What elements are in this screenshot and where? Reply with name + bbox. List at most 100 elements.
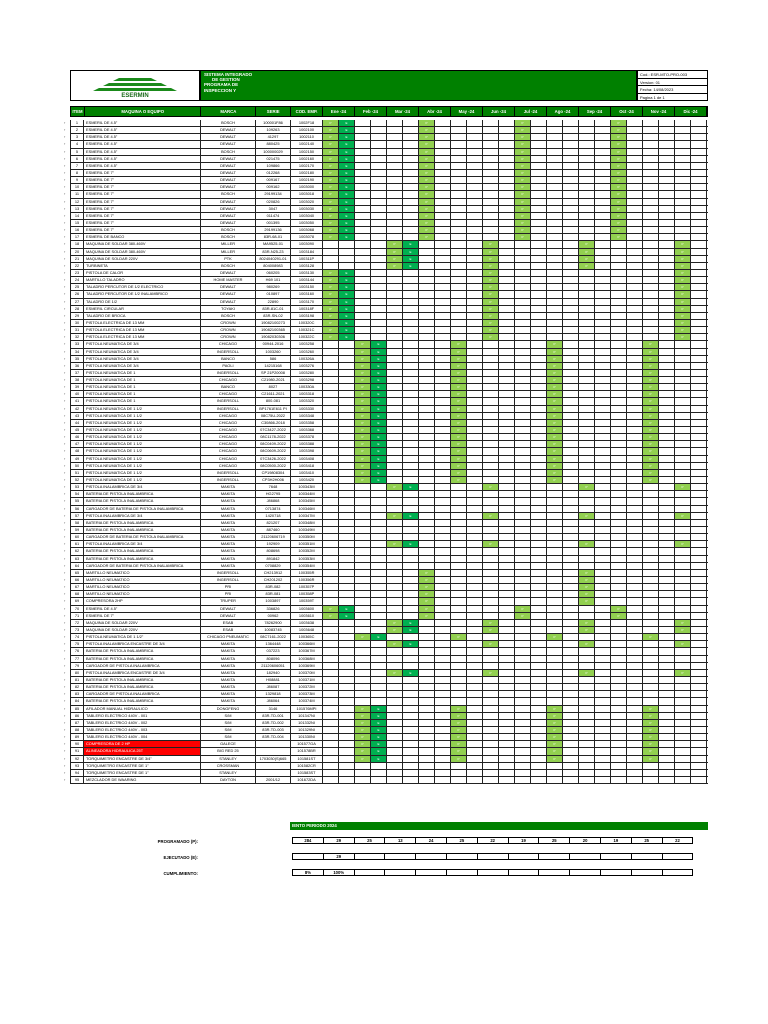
schedule-cell[interactable] xyxy=(339,769,355,776)
executed-cell[interactable]: E xyxy=(371,634,387,641)
schedule-cell[interactable] xyxy=(499,120,515,127)
schedule-cell[interactable] xyxy=(595,769,611,776)
schedule-cell[interactable] xyxy=(659,198,675,205)
schedule-cell[interactable] xyxy=(323,391,339,398)
schedule-cell[interactable] xyxy=(451,619,467,626)
schedule-cell[interactable] xyxy=(387,719,403,726)
schedule-cell[interactable] xyxy=(691,248,707,255)
schedule-cell[interactable] xyxy=(339,734,355,741)
schedule-cell[interactable] xyxy=(355,612,371,619)
schedule-cell[interactable] xyxy=(371,669,387,676)
schedule-cell[interactable] xyxy=(643,641,659,648)
schedule-cell[interactable] xyxy=(515,698,531,705)
planned-cell[interactable]: P xyxy=(419,569,435,576)
schedule-cell[interactable] xyxy=(611,434,627,441)
schedule-cell[interactable] xyxy=(467,469,483,477)
schedule-cell[interactable] xyxy=(515,255,531,262)
schedule-cell[interactable] xyxy=(675,691,691,698)
schedule-cell[interactable] xyxy=(483,148,499,155)
schedule-cell[interactable] xyxy=(627,584,643,591)
schedule-cell[interactable] xyxy=(595,734,611,741)
executed-cell[interactable]: E xyxy=(371,741,387,748)
schedule-cell[interactable] xyxy=(659,234,675,241)
schedule-cell[interactable] xyxy=(483,134,499,141)
schedule-cell[interactable] xyxy=(579,655,595,662)
schedule-cell[interactable] xyxy=(499,648,515,655)
schedule-cell[interactable] xyxy=(579,177,595,184)
schedule-cell[interactable] xyxy=(323,555,339,562)
schedule-cell[interactable] xyxy=(531,234,547,241)
planned-cell[interactable]: P xyxy=(323,134,339,141)
planned-cell[interactable]: P xyxy=(611,127,627,134)
schedule-cell[interactable] xyxy=(515,684,531,691)
schedule-cell[interactable] xyxy=(371,212,387,219)
schedule-cell[interactable] xyxy=(467,384,483,391)
schedule-cell[interactable] xyxy=(451,598,467,605)
schedule-cell[interactable] xyxy=(451,491,467,498)
schedule-cell[interactable] xyxy=(371,577,387,584)
schedule-cell[interactable] xyxy=(579,298,595,305)
schedule-cell[interactable] xyxy=(659,562,675,569)
schedule-cell[interactable] xyxy=(691,205,707,212)
schedule-cell[interactable] xyxy=(659,241,675,248)
schedule-cell[interactable] xyxy=(339,762,355,769)
schedule-cell[interactable] xyxy=(627,569,643,576)
planned-cell[interactable]: P xyxy=(451,734,467,741)
schedule-cell[interactable] xyxy=(355,212,371,219)
schedule-cell[interactable] xyxy=(371,598,387,605)
schedule-cell[interactable] xyxy=(643,548,659,555)
schedule-cell[interactable] xyxy=(499,327,515,334)
planned-cell[interactable]: P xyxy=(675,619,691,626)
schedule-cell[interactable] xyxy=(515,398,531,405)
schedule-cell[interactable] xyxy=(403,362,419,369)
schedule-cell[interactable] xyxy=(659,391,675,398)
schedule-cell[interactable] xyxy=(467,205,483,212)
schedule-cell[interactable] xyxy=(499,141,515,148)
schedule-cell[interactable] xyxy=(611,762,627,769)
schedule-cell[interactable] xyxy=(595,269,611,277)
planned-cell[interactable]: P xyxy=(355,412,371,419)
schedule-cell[interactable] xyxy=(515,584,531,591)
planned-cell[interactable]: P xyxy=(611,184,627,191)
schedule-cell[interactable] xyxy=(659,469,675,477)
schedule-cell[interactable] xyxy=(435,669,451,676)
schedule-cell[interactable] xyxy=(371,548,387,555)
schedule-cell[interactable] xyxy=(339,405,355,412)
planned-cell[interactable]: P xyxy=(419,605,435,612)
schedule-cell[interactable] xyxy=(419,741,435,748)
schedule-cell[interactable] xyxy=(371,169,387,177)
schedule-cell[interactable] xyxy=(563,584,579,591)
schedule-cell[interactable] xyxy=(387,319,403,327)
schedule-cell[interactable] xyxy=(691,598,707,605)
schedule-cell[interactable] xyxy=(323,762,339,769)
schedule-cell[interactable] xyxy=(659,541,675,548)
schedule-cell[interactable] xyxy=(403,498,419,505)
schedule-cell[interactable] xyxy=(339,498,355,505)
schedule-cell[interactable] xyxy=(323,741,339,748)
schedule-cell[interactable] xyxy=(419,255,435,262)
schedule-cell[interactable] xyxy=(595,519,611,527)
schedule-cell[interactable] xyxy=(403,205,419,212)
schedule-cell[interactable] xyxy=(371,134,387,141)
planned-cell[interactable]: P xyxy=(515,184,531,191)
schedule-cell[interactable] xyxy=(643,219,659,227)
schedule-cell[interactable] xyxy=(611,541,627,548)
planned-cell[interactable]: P xyxy=(323,127,339,134)
planned-cell[interactable]: P xyxy=(515,141,531,148)
schedule-cell[interactable] xyxy=(419,284,435,291)
schedule-cell[interactable] xyxy=(467,548,483,555)
schedule-cell[interactable] xyxy=(403,612,419,619)
schedule-cell[interactable] xyxy=(419,691,435,698)
schedule-cell[interactable] xyxy=(691,191,707,198)
planned-cell[interactable]: P xyxy=(323,227,339,234)
planned-cell[interactable]: P xyxy=(611,177,627,184)
schedule-cell[interactable] xyxy=(595,155,611,162)
schedule-cell[interactable] xyxy=(547,762,563,769)
schedule-cell[interactable] xyxy=(387,219,403,227)
schedule-cell[interactable] xyxy=(451,184,467,191)
schedule-cell[interactable] xyxy=(499,305,515,312)
schedule-cell[interactable] xyxy=(611,598,627,605)
schedule-cell[interactable] xyxy=(435,577,451,584)
planned-cell[interactable]: P xyxy=(643,348,659,355)
planned-cell[interactable]: P xyxy=(451,477,467,484)
